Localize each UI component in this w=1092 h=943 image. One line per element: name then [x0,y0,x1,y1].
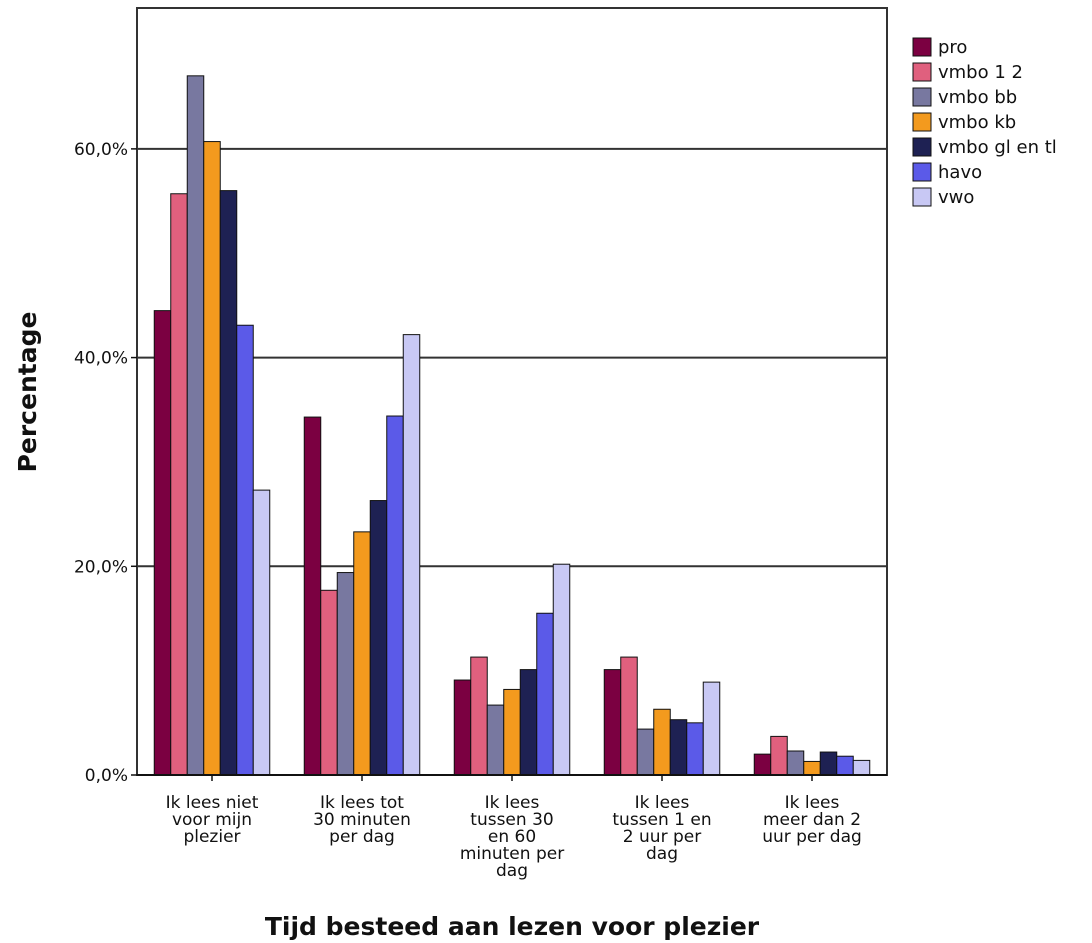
x-axis-title: Tijd besteed aan lezen voor plezier [265,912,760,941]
legend-swatch [912,37,932,57]
legend-label: vmbo gl en tl [938,137,1057,158]
x-tick-label: Ik lees tot 30 minuten per dag [313,793,411,847]
bar [386,415,404,776]
y-axis-title: Percentage [13,312,42,473]
bar [402,334,421,776]
x-tick-label: Ik lees niet voor mijn plezier [166,793,259,847]
bar [170,193,188,776]
legend-swatch [912,137,932,157]
bar [219,190,238,776]
bar [686,722,704,776]
legend-swatch [912,62,932,82]
y-tick-label: 60,0% [74,140,128,160]
bar [636,728,655,776]
bar [552,563,571,776]
bar [236,324,254,776]
bar [503,688,521,776]
bar [852,759,871,776]
bar [753,753,772,776]
legend-swatch [912,87,932,107]
y-axis-ticks: 0,0% 20,0% 40,0% 60,0% [74,140,137,786]
bar [519,669,538,776]
legend-label: vmbo kb [938,112,1016,133]
bar [320,589,338,776]
x-tick-label: Ik lees tussen 1 en 2 uur per dag [612,793,711,864]
x-tick-label: Ik lees tussen 30 en 60 minuten per dag [460,793,564,881]
bar [819,751,838,776]
y-tick-label: 20,0% [74,557,128,577]
legend-label: havo [938,162,982,183]
bar [353,531,371,776]
bar [303,416,322,776]
legend-label: pro [938,37,967,58]
bar [486,704,505,776]
bar [836,755,854,776]
bar [786,750,805,776]
legend-label: vwo [938,187,974,208]
bar [186,75,205,776]
bar [770,735,788,776]
bar [653,708,671,776]
bar [620,656,638,776]
bar [803,760,821,776]
bar [603,669,622,776]
bar [252,489,271,776]
legend-swatch [912,162,932,182]
bars [153,75,871,776]
bar [203,141,221,776]
y-tick-label: 0,0% [85,766,128,786]
bar [336,572,355,776]
bar [536,612,554,776]
legend-label: vmbo 1 2 [938,62,1023,83]
legend: pro vmbo 1 2 vmbo bb vmbo kb vmbo gl en tl ha… [912,37,1057,208]
x-axis-categories: Ik lees niet voor mijn plezier Ik lees tot 3… [166,775,862,881]
bar [153,310,172,776]
legend-swatch [912,112,932,132]
legend-swatch [912,187,932,207]
bar [702,681,721,776]
bar [470,656,488,776]
y-tick-label: 40,0% [74,349,128,369]
x-tick-label: Ik lees meer dan 2 uur per dag [762,793,862,847]
bar [453,679,472,776]
bar [369,500,388,776]
bar [669,719,688,776]
legend-label: vmbo bb [938,87,1017,108]
